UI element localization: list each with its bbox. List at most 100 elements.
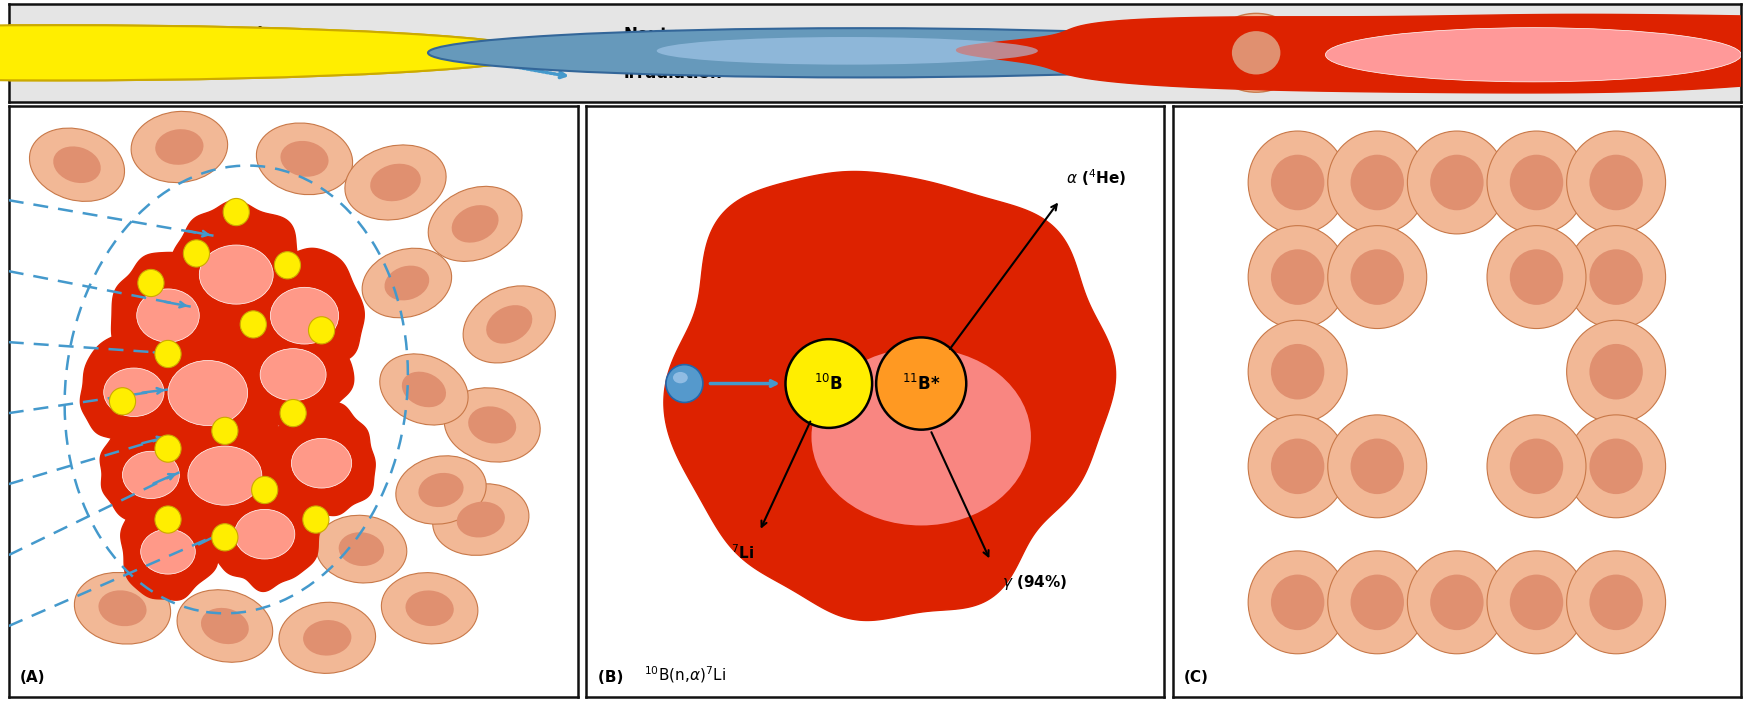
Circle shape (1488, 131, 1586, 234)
Ellipse shape (136, 289, 200, 342)
Circle shape (786, 339, 872, 428)
Ellipse shape (656, 37, 1038, 65)
Ellipse shape (382, 572, 478, 644)
Ellipse shape (177, 590, 273, 662)
Text: Boron compound: Boron compound (103, 26, 262, 44)
Text: (B): (B) (598, 670, 628, 685)
Ellipse shape (469, 406, 516, 444)
Ellipse shape (200, 245, 273, 304)
Circle shape (1566, 131, 1666, 234)
Circle shape (240, 310, 266, 338)
Circle shape (308, 317, 334, 344)
Ellipse shape (140, 529, 196, 574)
Circle shape (1488, 415, 1586, 517)
Circle shape (280, 399, 306, 427)
Circle shape (1589, 155, 1643, 210)
Ellipse shape (406, 591, 453, 626)
Circle shape (224, 199, 248, 226)
Ellipse shape (156, 130, 203, 165)
Circle shape (1566, 415, 1666, 517)
Circle shape (1328, 415, 1426, 517)
Circle shape (156, 506, 180, 533)
Ellipse shape (464, 286, 555, 363)
Ellipse shape (123, 451, 180, 498)
Ellipse shape (1232, 31, 1281, 75)
Ellipse shape (487, 305, 532, 344)
Ellipse shape (432, 484, 528, 555)
Circle shape (1248, 415, 1348, 517)
Ellipse shape (52, 146, 102, 183)
Ellipse shape (131, 111, 228, 182)
Circle shape (1351, 439, 1404, 494)
Text: $\alpha$ ($^{4}$He): $\alpha$ ($^{4}$He) (1066, 168, 1125, 189)
Circle shape (1430, 155, 1484, 210)
Circle shape (1566, 320, 1666, 423)
Circle shape (156, 340, 180, 367)
Circle shape (184, 240, 210, 267)
Ellipse shape (98, 591, 147, 626)
Text: Thermal neutron: Thermal neutron (922, 44, 1078, 62)
Circle shape (1589, 574, 1643, 630)
Ellipse shape (396, 455, 486, 524)
Polygon shape (112, 253, 224, 370)
Polygon shape (166, 201, 299, 343)
Circle shape (1270, 344, 1325, 399)
Circle shape (1270, 439, 1325, 494)
Ellipse shape (292, 439, 352, 488)
Circle shape (1589, 439, 1643, 494)
Circle shape (275, 251, 301, 279)
Ellipse shape (429, 187, 522, 261)
Ellipse shape (257, 123, 352, 194)
Ellipse shape (418, 473, 464, 507)
Ellipse shape (340, 532, 383, 566)
Polygon shape (234, 309, 354, 432)
Circle shape (1589, 249, 1643, 305)
Ellipse shape (187, 446, 262, 505)
Circle shape (1248, 551, 1348, 654)
Circle shape (138, 270, 164, 296)
Circle shape (212, 524, 238, 551)
Circle shape (1248, 320, 1348, 423)
Ellipse shape (457, 502, 504, 537)
Ellipse shape (345, 145, 446, 220)
Ellipse shape (380, 354, 467, 425)
Ellipse shape (303, 620, 352, 655)
Text: (A): (A) (21, 670, 46, 685)
Ellipse shape (444, 388, 541, 462)
Ellipse shape (452, 205, 499, 243)
Circle shape (252, 477, 278, 503)
Text: $^{7}$Li: $^{7}$Li (732, 543, 754, 562)
Polygon shape (100, 417, 206, 529)
Circle shape (1270, 155, 1325, 210)
Circle shape (1351, 574, 1404, 630)
Circle shape (1510, 439, 1563, 494)
Text: Tumor cell: Tumor cell (1594, 44, 1690, 62)
Ellipse shape (270, 287, 340, 344)
Polygon shape (159, 405, 289, 542)
Circle shape (1328, 551, 1426, 654)
Circle shape (667, 365, 704, 403)
Ellipse shape (362, 249, 452, 318)
Circle shape (1566, 226, 1666, 329)
Ellipse shape (261, 348, 326, 401)
Text: enriched with $^{10}$B: enriched with $^{10}$B (103, 63, 268, 82)
Polygon shape (270, 403, 374, 515)
Text: $^{11}$B*: $^{11}$B* (901, 374, 940, 394)
Circle shape (1328, 226, 1426, 329)
Circle shape (1589, 344, 1643, 399)
Ellipse shape (674, 372, 688, 383)
Circle shape (1270, 249, 1325, 305)
Circle shape (877, 337, 966, 429)
Text: (C): (C) (1185, 670, 1209, 685)
Ellipse shape (385, 265, 429, 301)
Text: irradiation: irradiation (623, 63, 723, 82)
Circle shape (1430, 574, 1484, 630)
Circle shape (1351, 155, 1404, 210)
Circle shape (1510, 155, 1563, 210)
Ellipse shape (234, 510, 294, 559)
Text: Normal cell: Normal cell (1314, 44, 1421, 62)
Circle shape (1488, 551, 1586, 654)
Circle shape (110, 388, 135, 415)
Circle shape (1407, 131, 1507, 234)
Ellipse shape (280, 141, 329, 177)
